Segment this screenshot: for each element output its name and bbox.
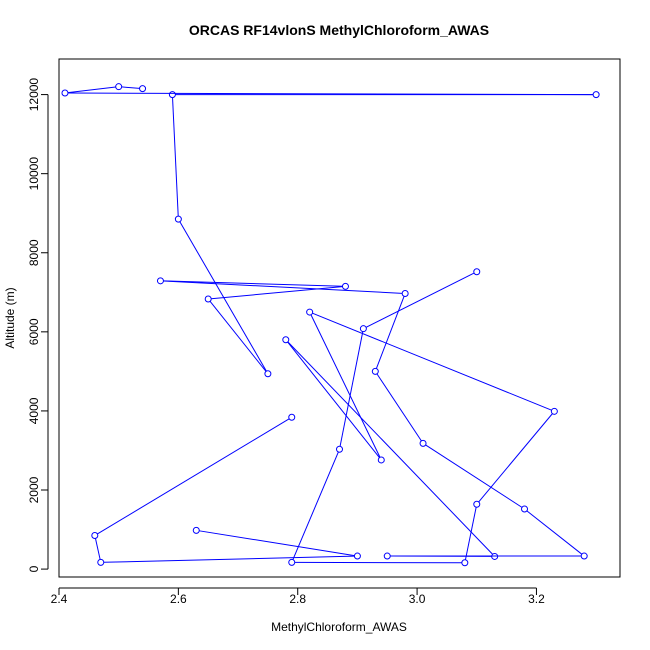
series-line-segment <box>292 451 339 560</box>
data-point <box>282 336 290 344</box>
series-line-segment <box>312 312 552 411</box>
data-point <box>359 325 367 333</box>
data-point <box>377 456 385 464</box>
series-line-segment <box>376 373 422 442</box>
series-line-segment <box>211 286 343 300</box>
x-tick-label: 2.4 <box>51 592 68 606</box>
x-axis: 2.4 2.6 2.8 3.0 3.2 <box>51 587 545 606</box>
y-axis: 0 2000 4000 6000 8000 10000 12000 <box>27 78 49 572</box>
y-axis-label: Altitude (m) <box>3 287 17 348</box>
data-point <box>341 282 349 290</box>
series-line-segment <box>121 86 140 89</box>
series-line-segment <box>179 221 267 372</box>
data-point <box>383 552 391 560</box>
series-line-segment <box>375 296 405 369</box>
data-point <box>461 559 469 567</box>
y-tick-label: 2000 <box>27 476 41 503</box>
series-line-segment <box>310 314 381 458</box>
series-line-segment <box>103 555 355 563</box>
data-point <box>264 370 272 378</box>
data-point <box>288 413 296 421</box>
series-2 <box>91 413 361 566</box>
x-tick-label: 3.0 <box>409 592 426 606</box>
y-tick-label: 4000 <box>27 397 41 424</box>
data-point <box>91 531 99 539</box>
data-point <box>371 367 379 375</box>
data-point <box>473 268 481 276</box>
series-line-segment <box>526 510 583 555</box>
plot-area <box>61 83 600 567</box>
series-line-segment <box>94 538 101 560</box>
data-point <box>97 558 105 566</box>
y-tick-label: 10000 <box>27 157 41 191</box>
data-point <box>550 407 558 415</box>
series-line-segment <box>97 418 290 535</box>
data-point <box>580 552 588 560</box>
series-line-segment <box>287 341 380 458</box>
data-point <box>139 85 147 93</box>
series-line-segment <box>209 301 267 372</box>
series-line-segment <box>365 272 475 328</box>
data-point <box>401 289 409 297</box>
data-point <box>174 215 182 223</box>
series-line-segment <box>199 530 355 557</box>
data-point <box>336 445 343 453</box>
chart-title: ORCAS RF14vlonS MethylChloroform_AWAS <box>189 22 489 38</box>
series-line-segment <box>464 507 477 560</box>
y-tick-label: 0 <box>27 565 41 572</box>
x-tick-label: 3.2 <box>528 592 545 606</box>
data-point <box>592 91 600 99</box>
y-tick-label: 8000 <box>27 239 41 266</box>
data-point <box>204 295 212 303</box>
data-point <box>192 526 200 534</box>
data-point <box>521 505 529 513</box>
series-line-segment <box>172 97 179 217</box>
data-point <box>473 500 481 508</box>
y-tick-label: 12000 <box>27 78 41 112</box>
series-line-segment <box>163 280 403 294</box>
data-point <box>353 552 361 560</box>
data-point <box>156 277 164 285</box>
series-line-segment <box>425 444 523 508</box>
series-line-segment <box>339 331 364 447</box>
series-line-segment <box>163 280 343 287</box>
plot-frame <box>58 58 621 578</box>
y-tick-label: 6000 <box>27 318 41 345</box>
x-tick-label: 2.6 <box>170 592 187 606</box>
data-point <box>61 89 69 97</box>
series-line-segment <box>67 86 116 94</box>
x-axis-label: MethylChloroform_AWAS <box>271 620 407 634</box>
data-point <box>491 552 499 560</box>
x-tick-label: 2.8 <box>289 592 306 606</box>
data-point <box>115 83 123 91</box>
data-point <box>168 91 176 99</box>
series-1 <box>61 83 600 567</box>
data-point <box>419 439 427 447</box>
series-line-segment <box>478 413 553 503</box>
data-point <box>306 308 314 316</box>
series-line-segment <box>287 341 493 555</box>
data-point <box>288 558 296 566</box>
